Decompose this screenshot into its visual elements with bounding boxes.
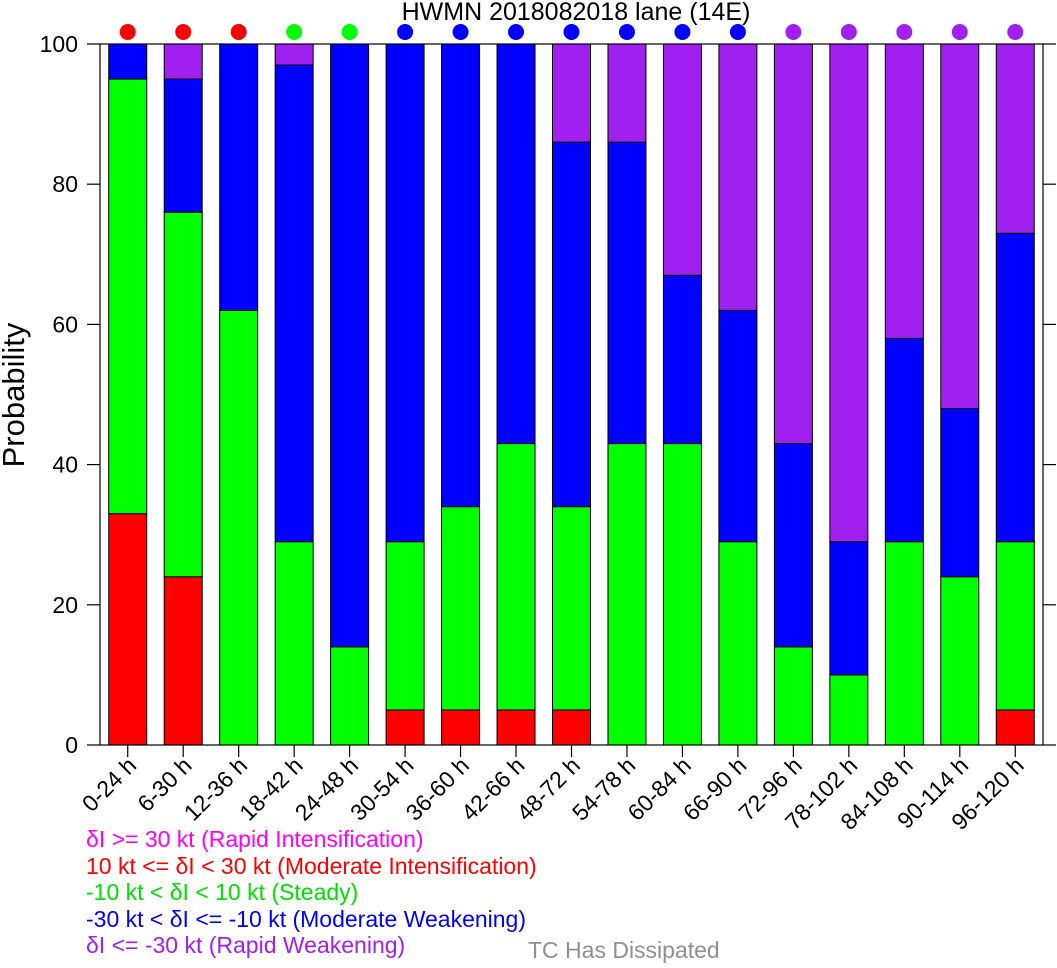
bars-group [108, 43, 1035, 746]
category-indicator-dot [840, 24, 857, 40]
bar-segment-steady [496, 443, 536, 711]
bar-segment-steady [330, 646, 370, 746]
bar-segment-moderate-weakening [552, 141, 591, 508]
category-indicator-dot [563, 24, 580, 40]
category-indicator-dot [508, 24, 525, 40]
category-dots-group [119, 24, 1024, 40]
bar-segment-rapid-weakening [829, 43, 869, 543]
bar-segment-steady [552, 506, 591, 711]
bar-segment-rapid-weakening [884, 43, 924, 339]
y-tick-label: 100 [40, 31, 78, 57]
category-indicator-dot [286, 24, 303, 40]
bar-segment-steady [385, 541, 425, 711]
bar-segment-rapid-weakening [773, 43, 813, 445]
bar-segment-moderate-intensification [552, 709, 591, 746]
legend-item-moderate-weakening: -30 kt < δI <= -10 kt (Moderate Weakenin… [86, 905, 527, 932]
bar-segment-moderate-intensification [441, 709, 481, 746]
bar-segment-moderate-weakening [662, 274, 702, 445]
bar-segment-moderate-weakening [385, 43, 425, 543]
bar-segment-steady [940, 576, 980, 746]
legend-item-dissipated: TC Has Dissipated [528, 937, 720, 963]
bar-segment-rapid-weakening [940, 43, 980, 410]
bar-segment-steady [108, 78, 148, 515]
bar-segment-moderate-weakening [219, 43, 259, 311]
bar-segment-moderate-weakening [496, 43, 536, 445]
bar-segment-moderate-weakening [108, 43, 148, 80]
bar-segment-moderate-intensification [385, 709, 425, 746]
bar-segment-moderate-intensification [108, 513, 148, 746]
legend-item-moderate-intensification: 10 kt <= δI < 30 kt (Moderate Intensific… [86, 852, 537, 879]
y-axis-label: Probability [0, 322, 31, 467]
y-tick-label: 80 [52, 171, 78, 197]
bar-segment-steady [829, 674, 869, 746]
bar-segment-moderate-weakening [995, 232, 1035, 543]
bar-segment-moderate-intensification [163, 576, 203, 746]
bar-segment-moderate-weakening [884, 337, 924, 543]
category-indicator-dot [119, 24, 136, 40]
bar-segment-moderate-weakening [441, 43, 481, 508]
y-tick-label: 40 [52, 452, 78, 478]
bar-segment-moderate-weakening [607, 141, 647, 445]
category-indicator-dot [341, 24, 358, 40]
category-indicator-dot [951, 24, 968, 40]
bar-segment-rapid-weakening [274, 43, 314, 66]
chart-title: HWMN 2018082018 lane (14E) [402, 0, 751, 26]
y-tick-label: 0 [65, 732, 78, 758]
category-indicator-dot [452, 24, 469, 40]
bar-segment-moderate-weakening [330, 43, 370, 648]
legend-item-steady: -10 kt < δI < 10 kt (Steady) [86, 879, 359, 905]
x-ticks-group: 0-24 h6-30 h12-36 h18-42 h24-48 h30-54 h… [77, 745, 1029, 835]
category-indicator-dot [397, 24, 414, 40]
bar-segment-moderate-intensification [496, 709, 536, 746]
x-tick-label: 0-24 h [77, 752, 142, 817]
legend-item-rapid-weakening: δI <= -30 kt (Rapid Weakening) [86, 932, 406, 958]
bar-segment-steady [662, 443, 702, 746]
bar-segment-steady [995, 541, 1035, 711]
bar-segment-steady [219, 309, 259, 746]
bar-segment-rapid-weakening [552, 43, 591, 143]
y-tick-label: 20 [52, 592, 78, 618]
category-indicator-dot [785, 24, 802, 40]
category-indicator-dot [729, 24, 746, 40]
y-tick-label: 60 [52, 311, 78, 337]
bar-segment-steady [718, 541, 758, 746]
category-indicator-dot [230, 24, 247, 40]
category-indicator-dot [618, 24, 635, 40]
category-indicator-dot [175, 24, 192, 40]
bar-segment-steady [441, 506, 481, 711]
bar-segment-steady [607, 443, 647, 746]
y-ticks-group: 0 20 40 60 80 100 [40, 31, 1056, 758]
bar-segment-moderate-weakening [718, 309, 758, 543]
legend-item-rapid-intensification: δI >= 30 kt (Rapid Intensification) [86, 826, 424, 852]
category-indicator-dot [896, 24, 913, 40]
legend: δI >= 30 kt (Rapid Intensification) 10 k… [86, 826, 537, 959]
bar-segment-moderate-intensification [995, 709, 1035, 746]
bar-segment-steady [163, 211, 203, 578]
bar-segment-moderate-weakening [829, 541, 869, 676]
bar-segment-rapid-weakening [607, 43, 647, 143]
bar-segment-moderate-weakening [773, 443, 813, 648]
bar-segment-steady [773, 646, 813, 746]
bar-segment-rapid-weakening [718, 43, 758, 311]
bar-segment-steady [274, 541, 314, 746]
category-indicator-dot [1007, 24, 1024, 40]
bar-segment-rapid-weakening [163, 43, 203, 80]
bar-segment-moderate-weakening [940, 408, 980, 578]
bar-segment-moderate-weakening [274, 64, 314, 543]
bar-segment-moderate-weakening [163, 78, 203, 213]
bar-segment-rapid-weakening [995, 43, 1035, 234]
category-indicator-dot [674, 24, 691, 40]
bar-segment-rapid-weakening [662, 43, 702, 276]
bar-segment-steady [884, 541, 924, 746]
